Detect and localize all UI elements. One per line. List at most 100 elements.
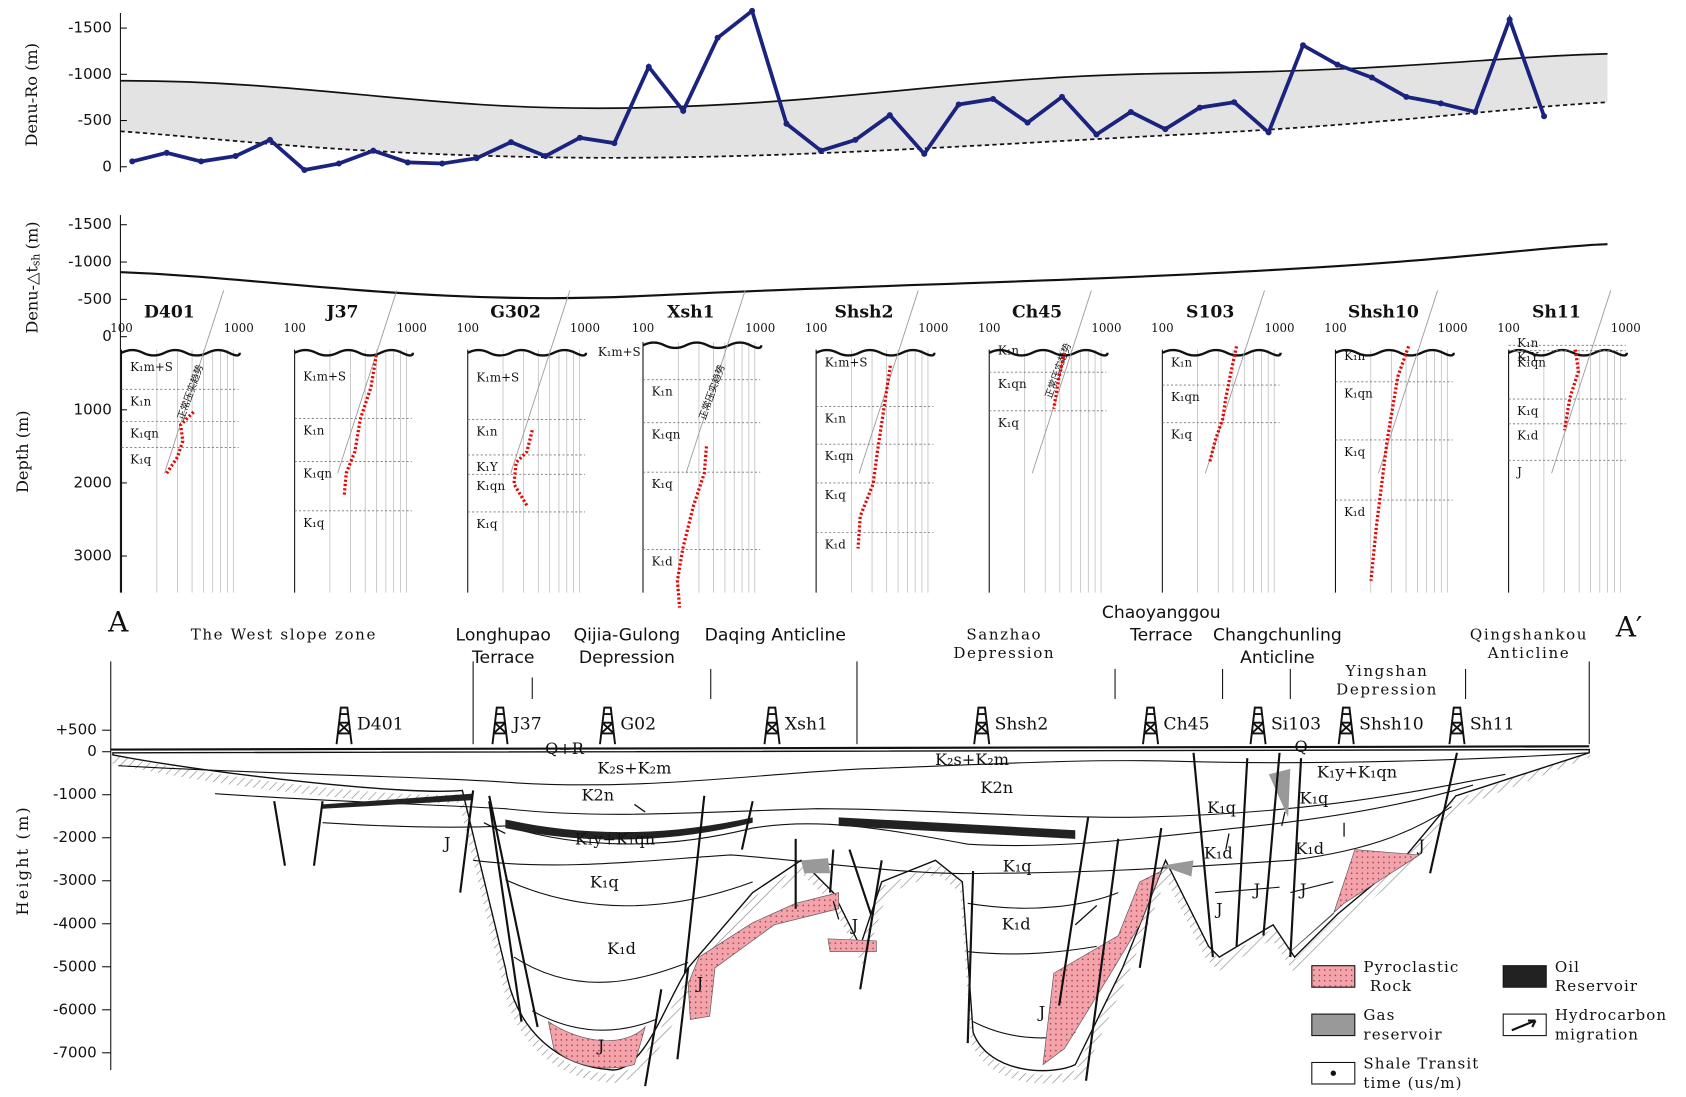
trend-label: 正常压实趋势 [697, 363, 728, 422]
formation-label: K₁qn [1517, 356, 1546, 370]
well-label: Xsh1 [785, 714, 828, 734]
formation-label: K₁q [1344, 445, 1366, 459]
formation-label: K₁y+K₁qn [575, 829, 655, 848]
point [267, 137, 273, 143]
figure: -1500-1000-5000Denu-Ro (m)-1500-1000-500… [0, 0, 1686, 1097]
depth-axis-label: Depth (m) [13, 410, 32, 493]
zone-label: Chaoyanggou [1102, 603, 1221, 623]
height-tick-label: -6000 [53, 1000, 97, 1018]
log-x-label: 100 [805, 321, 828, 335]
point [1128, 109, 1134, 115]
point [1403, 94, 1409, 100]
zone-label: Qingshankou [1470, 626, 1588, 644]
y-tick-label: -500 [78, 290, 112, 308]
point [164, 150, 170, 156]
formation-label: K₁n [998, 344, 1020, 358]
derrick [1143, 708, 1158, 745]
log-x-label: 1000 [1438, 321, 1468, 335]
height-tick-label: -7000 [53, 1043, 97, 1061]
formation-label: K₁d [652, 554, 674, 568]
point [1059, 94, 1065, 100]
y-tick-label: 0 [102, 157, 112, 175]
zone-label: Changchunling [1213, 626, 1342, 646]
shale-transit [1371, 346, 1409, 580]
log-x-label: 100 [632, 321, 655, 335]
formation-label: K2n [582, 785, 615, 804]
zone-label: Longhupao [456, 626, 551, 646]
formation-label: K₁d [1344, 505, 1366, 519]
zone-label: Qijia-Gulong [574, 626, 681, 646]
log-x-label: 100 [110, 321, 133, 335]
formation-label: K₁n [1517, 336, 1539, 350]
point [233, 153, 239, 159]
formation-label: K₁qn [825, 449, 854, 463]
formation-label: K₁qn [1171, 390, 1200, 404]
point [1093, 132, 1099, 138]
zone-label: The West slope zone [191, 626, 377, 644]
formation-label: K₁n [476, 424, 498, 438]
point [1231, 99, 1237, 105]
formation-label: K₁qn [652, 428, 681, 442]
log-x-label: 1000 [570, 321, 600, 335]
point [1507, 16, 1513, 22]
surface [643, 343, 761, 348]
zone-label: Terrace [1129, 626, 1193, 646]
point [198, 158, 204, 164]
y-tick-label: -1000 [68, 253, 112, 271]
well-label: Shsh10 [1359, 714, 1424, 734]
point [749, 8, 755, 14]
derrick [600, 708, 615, 745]
formation-label: Q [1294, 737, 1307, 756]
well-label: Ch45 [1163, 714, 1209, 734]
formation-label: K₁n [130, 394, 152, 408]
formation-label: K₁n [825, 411, 847, 425]
point [1438, 100, 1444, 106]
legend-swatch [1312, 1014, 1355, 1036]
point [301, 167, 307, 173]
well-label: J37 [511, 714, 542, 734]
formation-label: K₁m+S [598, 345, 641, 359]
formation-label: K₁q [1207, 798, 1236, 817]
zone-label: Daqing Anticline [705, 626, 846, 646]
derrick [492, 708, 507, 745]
height-tick-label: -4000 [53, 914, 97, 932]
height-axis-label: Height (m) [13, 805, 32, 915]
y-tick-label: -1500 [68, 19, 112, 37]
formation-label: K₁d [1517, 429, 1539, 443]
zone-label: Anticline [1240, 648, 1315, 668]
point [990, 96, 996, 102]
point [405, 159, 411, 165]
legend-swatch [1312, 966, 1355, 988]
well-name: S103 [1186, 303, 1234, 323]
legend-label: time (us/m) [1363, 1074, 1462, 1092]
point [129, 158, 135, 164]
formation-label: J [1252, 880, 1260, 899]
shale-transit [677, 446, 706, 607]
shale-transit [1210, 346, 1237, 462]
point [1162, 126, 1168, 132]
y-axis-label-main: Denu-△t [22, 266, 41, 334]
legend-label: Pyroclastic [1363, 958, 1459, 976]
formation-label: J [1037, 1003, 1045, 1022]
formation-label: K₁qn [476, 479, 505, 493]
well-label: G02 [620, 714, 656, 734]
shale-transit [514, 430, 532, 505]
legend-label: migration [1555, 1026, 1639, 1044]
formation-label: K₂s+K₂m [597, 758, 671, 777]
legend-label: Gas [1363, 1006, 1395, 1024]
formation-label: K₁q [998, 416, 1020, 430]
formation-label: K₁m+S [303, 370, 346, 384]
zone-label: Yingshan [1345, 662, 1429, 680]
legend-label: Rock [1370, 977, 1412, 995]
legend-label: Shale Transit [1363, 1055, 1479, 1073]
point [1541, 113, 1547, 119]
ro-band [120, 54, 1607, 158]
formation-label: K₁q [825, 488, 847, 502]
zone-label: Depression [579, 648, 675, 668]
well-name: G302 [490, 303, 541, 323]
formation-label: K₁q [652, 477, 674, 491]
point [818, 148, 824, 154]
legend-label: Reservoir [1555, 977, 1638, 995]
y-axis-label-sub: sh [30, 254, 43, 267]
formation-label: K₁q [1517, 404, 1539, 418]
